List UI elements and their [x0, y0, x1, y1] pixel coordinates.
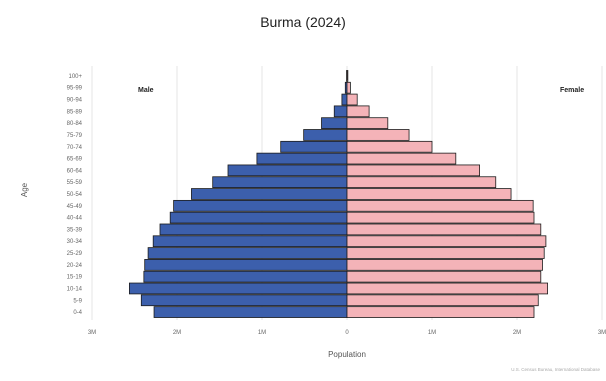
female-bar — [347, 141, 432, 152]
female-bar — [347, 70, 348, 81]
age-tick-label: 65-69 — [67, 157, 83, 163]
y-axis-label: Age — [20, 182, 29, 197]
x-tick-label: 1M — [428, 330, 436, 336]
female-bar — [347, 130, 409, 141]
age-tick-label: 40-44 — [67, 216, 83, 222]
x-tick-label: 3M — [598, 330, 606, 336]
male-bar — [228, 165, 347, 176]
male-bar — [322, 118, 348, 129]
female-bar — [347, 153, 456, 164]
age-tick-label: 95-99 — [67, 86, 83, 92]
x-tick-label: 2M — [513, 330, 521, 336]
female-bar — [347, 106, 369, 117]
male-bar — [160, 224, 347, 235]
female-bar — [347, 82, 350, 93]
age-tick-label: 90-94 — [67, 98, 83, 104]
age-tick-label: 0-4 — [73, 310, 82, 316]
age-tick-label: 50-54 — [67, 192, 83, 198]
female-bar — [347, 248, 544, 259]
age-tick-label: 35-39 — [67, 227, 83, 233]
male-bar — [334, 106, 347, 117]
male-bar — [154, 307, 347, 318]
female-bar — [347, 94, 357, 105]
age-tick-label: 55-59 — [67, 180, 83, 186]
male-bar — [145, 259, 347, 270]
male-bar — [342, 94, 347, 105]
age-tick-label: 60-64 — [67, 168, 83, 174]
age-tick-label: 15-19 — [67, 275, 83, 281]
male-label: Male — [138, 87, 154, 94]
chart-title: Burma (2024) — [260, 14, 346, 30]
female-bar — [347, 295, 538, 306]
female-bar — [347, 236, 546, 247]
age-tick-label: 70-74 — [67, 145, 83, 151]
male-bar — [144, 271, 347, 282]
female-bar — [347, 118, 388, 129]
x-tick-label: 1M — [258, 330, 266, 336]
age-tick-label: 5-9 — [73, 298, 82, 304]
female-bar — [347, 283, 548, 294]
age-tick-label: 80-84 — [67, 121, 83, 127]
male-bar — [281, 141, 347, 152]
female-bar — [347, 212, 534, 223]
age-tick-label: 20-24 — [67, 263, 83, 269]
male-bar — [304, 130, 347, 141]
male-bar — [170, 212, 347, 223]
male-bar — [213, 177, 347, 188]
male-bar — [174, 200, 347, 211]
female-bar — [347, 177, 496, 188]
female-label: Female — [560, 87, 584, 94]
source-note: U.S. Census Bureau, International Databa… — [511, 367, 600, 372]
male-bar — [148, 248, 347, 259]
female-bar — [347, 271, 541, 282]
male-bar — [191, 189, 347, 200]
x-tick-label: 3M — [88, 330, 96, 336]
male-bar — [129, 283, 347, 294]
age-tick-label: 45-49 — [67, 204, 83, 210]
male-bar — [141, 295, 347, 306]
female-bar — [347, 224, 541, 235]
age-tick-label: 100+ — [68, 74, 82, 80]
age-tick-label: 85-89 — [67, 109, 83, 115]
age-tick-label: 75-79 — [67, 133, 83, 139]
x-axis-label: Population — [328, 350, 366, 359]
age-tick-label: 10-14 — [67, 286, 83, 292]
female-bar — [347, 165, 480, 176]
age-tick-label: 30-34 — [67, 239, 83, 245]
x-tick-label: 2M — [173, 330, 181, 336]
age-tick-label: 25-29 — [67, 251, 83, 257]
female-bar — [347, 259, 543, 270]
male-bar — [153, 236, 347, 247]
female-bar — [347, 307, 534, 318]
female-bar — [347, 200, 533, 211]
male-bar — [257, 153, 347, 164]
female-bar — [347, 189, 511, 200]
